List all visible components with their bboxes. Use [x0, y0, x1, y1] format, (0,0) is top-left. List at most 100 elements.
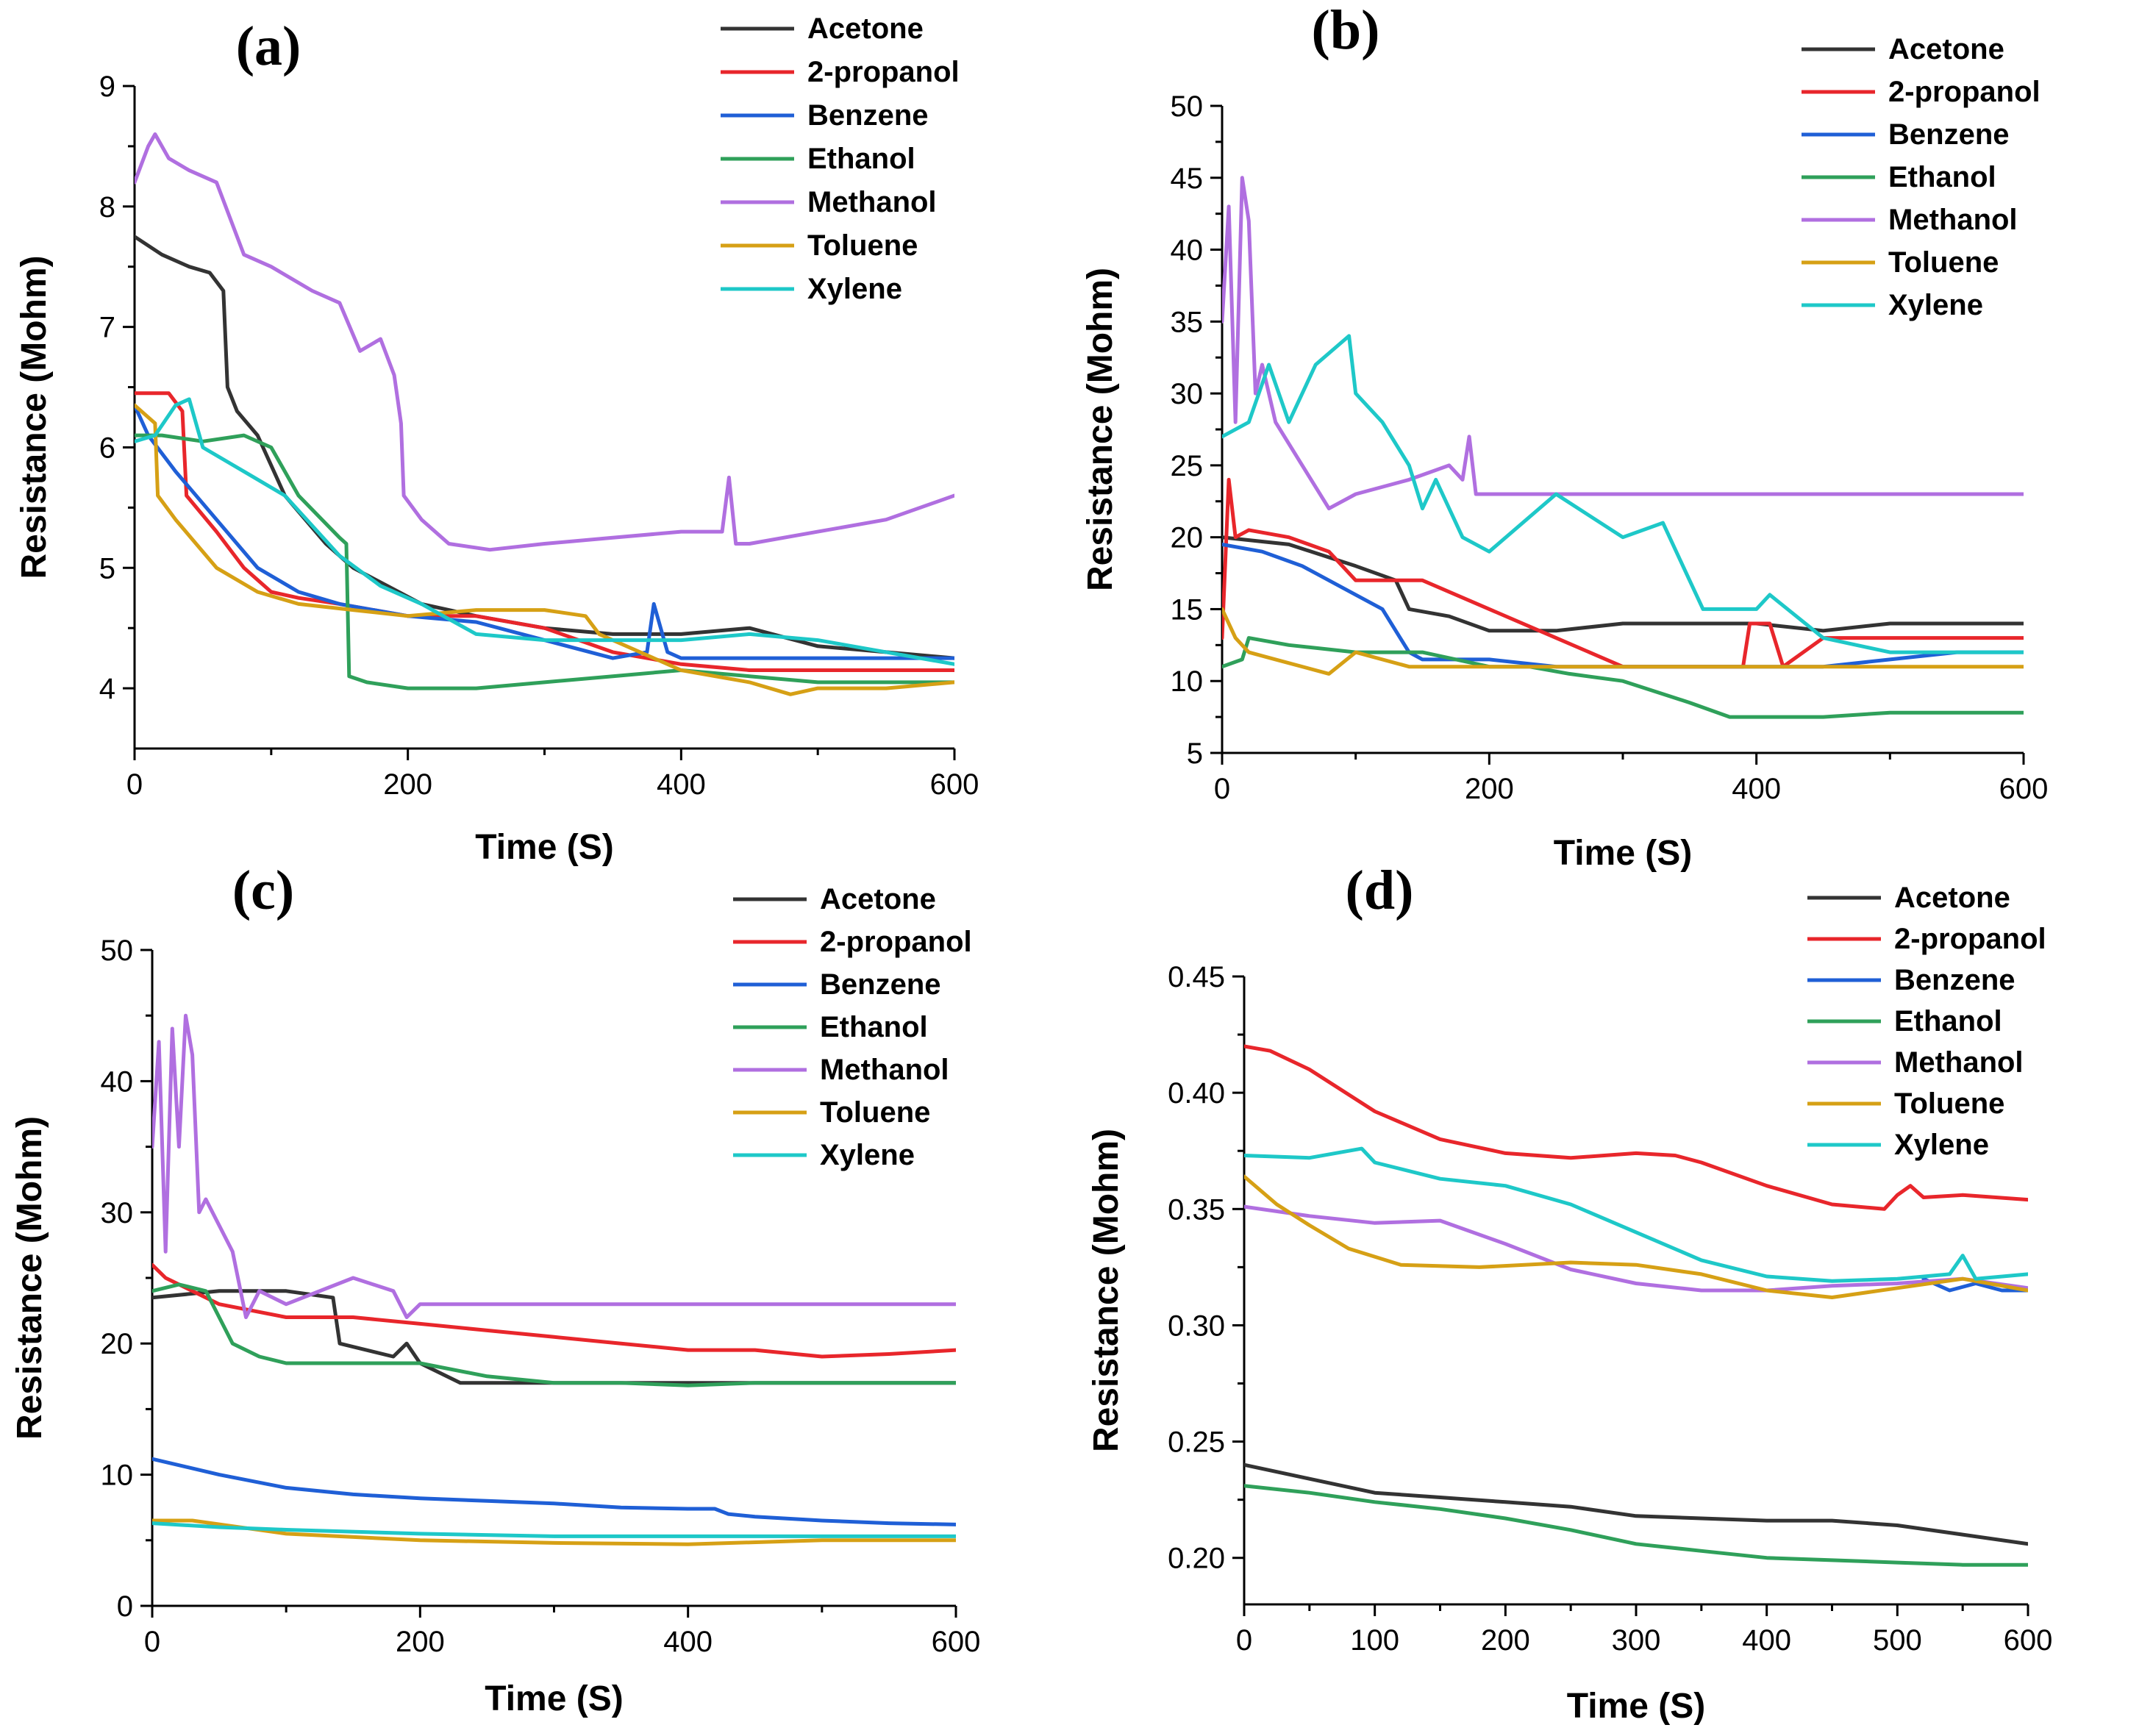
- legend-label: Xylene: [1894, 1129, 1989, 1161]
- series-line-ethanol: [1222, 636, 2024, 719]
- x-tick-label: 600: [1999, 773, 2049, 805]
- series-line-xylene: [1244, 1146, 2028, 1283]
- legend-label: Toluene: [1888, 246, 1999, 279]
- y-tick-label: 25: [1171, 450, 1204, 482]
- y-tick-label: 50: [101, 935, 134, 967]
- legend-label: Methanol: [820, 1054, 949, 1086]
- series-line-benzene: [1921, 1276, 2028, 1293]
- series-line-toluene: [1222, 607, 2024, 676]
- x-axis-title: Time (S): [1567, 1687, 1705, 1726]
- legend-label: Benzene: [807, 99, 929, 132]
- legend-label: Toluene: [807, 229, 918, 262]
- legend-label: Ethanol: [1894, 1005, 2002, 1037]
- panel-label: (b): [1312, 0, 1380, 61]
- series-line-xylene: [1222, 334, 2024, 654]
- panel-d: (d) 0 100 200 300 400 500 600 0.20 0.25 0.30 0.35 0.…: [1087, 860, 2052, 1726]
- legend-label: Acetone: [1894, 882, 2010, 914]
- y-tick-label: 20: [1171, 522, 1204, 554]
- series-line-toluene: [1244, 1174, 2028, 1299]
- legend: Acetone 2-propanol Benzene Ethanol Methanol T…: [1807, 882, 2046, 1161]
- x-tick-label: 100: [1350, 1624, 1399, 1657]
- x-tick-label: 200: [383, 768, 432, 801]
- series-line-ethanol: [135, 433, 954, 690]
- x-tick-label: 400: [1742, 1624, 1791, 1657]
- legend-label: Benzene: [820, 968, 941, 1001]
- x-tick-label: 0: [1236, 1624, 1252, 1657]
- y-tick-label: 0.45: [1168, 961, 1225, 993]
- series-line-methanol: [135, 132, 954, 552]
- legend: Acetone 2-propanol Benzene Ethanol Methanol T…: [733, 883, 972, 1171]
- panel-label: (a): [236, 15, 301, 77]
- x-tick-label: 300: [1612, 1624, 1661, 1657]
- y-tick-label: 50: [1171, 90, 1204, 123]
- legend-label: Xylene: [807, 273, 902, 305]
- legend-label: Ethanol: [820, 1011, 928, 1043]
- series-line-methanol: [1222, 176, 2024, 511]
- legend-label: 2-propanol: [1894, 923, 2046, 955]
- y-tick-label: 5: [99, 552, 115, 585]
- legend-label: Toluene: [820, 1096, 930, 1129]
- y-tick-label: 6: [99, 432, 115, 464]
- series-line-2-propanol: [1222, 477, 2024, 669]
- legend: Acetone 2-propanol Benzene Ethanol Methanol T…: [721, 12, 960, 305]
- panel-c: (c) 0 200 400 600 0 10 20 30 40 50 Time (S) Resistan…: [10, 860, 980, 1718]
- legend-label: Methanol: [1894, 1046, 2024, 1079]
- x-tick-label: 200: [396, 1626, 445, 1658]
- legend-label: Benzene: [1894, 964, 2015, 996]
- y-tick-label: 40: [1171, 235, 1204, 267]
- y-tick-label: 0: [117, 1590, 133, 1623]
- y-tick-label: 0.35: [1168, 1193, 1225, 1226]
- legend-label: Xylene: [820, 1139, 915, 1171]
- series-line-2-propanol: [1244, 1044, 2028, 1211]
- y-tick-label: 20: [101, 1328, 134, 1360]
- legend-label: Methanol: [807, 186, 937, 218]
- legend-label: Benzene: [1888, 118, 2010, 151]
- series-line-benzene: [152, 1457, 956, 1526]
- x-axis-title: Time (S): [485, 1679, 623, 1718]
- legend-label: Acetone: [1888, 33, 2004, 65]
- y-tick-label: 40: [101, 1065, 134, 1098]
- x-tick-label: 600: [930, 768, 979, 801]
- y-tick-label: 4: [99, 673, 115, 705]
- legend-label: Toluene: [1894, 1087, 2004, 1120]
- x-tick-label: 0: [126, 768, 143, 801]
- panel-a: (a) 0 200 400 600 4 5 6 7 8 9 Time (S) Resistance (M…: [15, 12, 979, 867]
- x-tick-label: 0: [144, 1626, 160, 1658]
- x-tick-label: 200: [1465, 773, 1514, 805]
- series-line-ethanol: [152, 1282, 956, 1387]
- legend-label: 2-propanol: [820, 926, 972, 958]
- series-line-toluene: [135, 403, 954, 696]
- series-line-methanol: [152, 1013, 956, 1319]
- legend-label: Acetone: [807, 12, 924, 45]
- y-tick-label: 30: [1171, 378, 1204, 410]
- x-tick-label: 400: [663, 1626, 713, 1658]
- x-tick-label: 200: [1481, 1624, 1530, 1657]
- y-tick-label: 8: [99, 191, 115, 224]
- y-tick-label: 15: [1171, 593, 1204, 626]
- y-tick-label: 0.30: [1168, 1310, 1225, 1342]
- x-axis-title: Time (S): [1554, 834, 1692, 873]
- series-line-acetone: [1222, 535, 2024, 633]
- y-tick-label: 35: [1171, 306, 1204, 338]
- legend-label: Ethanol: [807, 143, 915, 175]
- series-line-methanol: [1244, 1204, 2028, 1293]
- y-axis-title: Resistance (Mohm): [1081, 268, 1120, 591]
- y-tick-label: 0.20: [1168, 1543, 1225, 1575]
- series-line-acetone: [1244, 1462, 2028, 1546]
- panel-b: (b) 0 200 400 600 5 10 15 20 25 30 35 40 45 50 Time (S)…: [1081, 0, 2048, 873]
- y-axis-title: Resistance (Mohm): [10, 1116, 49, 1440]
- series-line-benzene: [1222, 542, 2024, 669]
- panel-label: (d): [1346, 860, 1414, 921]
- series-line-xylene: [135, 397, 954, 666]
- legend-label: 2-propanol: [807, 56, 960, 88]
- panel-label: (c): [232, 860, 294, 921]
- legend-label: Xylene: [1888, 289, 1983, 321]
- y-tick-label: 10: [1171, 665, 1204, 698]
- x-tick-label: 600: [2004, 1624, 2053, 1657]
- y-tick-label: 30: [101, 1197, 134, 1229]
- series-line-2-propanol: [152, 1262, 956, 1359]
- legend-label: Methanol: [1888, 204, 2018, 236]
- x-axis-title: Time (S): [475, 828, 613, 867]
- legend-label: 2-propanol: [1888, 76, 2040, 108]
- series-line-toluene: [152, 1518, 956, 1546]
